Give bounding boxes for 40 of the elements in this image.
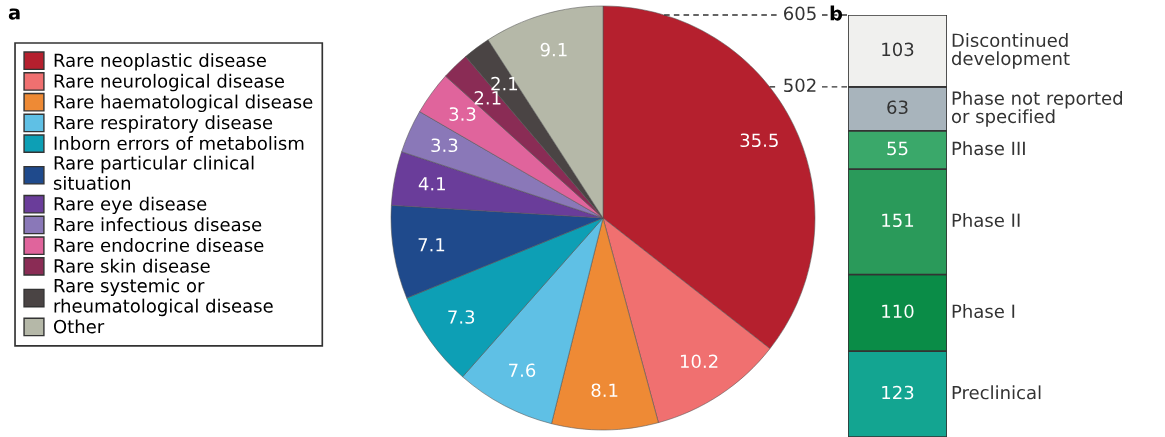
data-label: 7.1 bbox=[418, 238, 445, 252]
ref-line-label: 502 bbox=[784, 78, 816, 93]
legend-label: Rare eye disease bbox=[54, 196, 207, 215]
legend-label: Rare neurological disease bbox=[54, 73, 284, 92]
legend-label: Rare respiratory disease bbox=[54, 115, 273, 133]
legend-label: Rare infectious disease bbox=[54, 217, 262, 232]
ref-line-label: 605 bbox=[784, 6, 816, 21]
data-label: 9.1 bbox=[540, 42, 567, 57]
data-label: 8.1 bbox=[591, 383, 618, 398]
data-label: 55 bbox=[887, 141, 908, 156]
data-label: 2.1 bbox=[474, 91, 501, 105]
series-label: Phase I bbox=[952, 304, 1015, 319]
legend-label: Other bbox=[53, 319, 105, 334]
data-label: 35.5 bbox=[740, 133, 778, 148]
data-label: 7.3 bbox=[448, 310, 475, 324]
data-label: 3.3 bbox=[431, 138, 458, 153]
data-label: 151 bbox=[882, 213, 914, 228]
data-label: 3.3 bbox=[449, 107, 476, 121]
legend-label: Rare endocrine disease bbox=[54, 238, 264, 253]
legend-label: Rare systemic or rheumatological disease bbox=[54, 278, 273, 317]
data-label: 110 bbox=[882, 304, 914, 319]
data-label: 123 bbox=[882, 385, 914, 400]
series-label: Discontinued development bbox=[951, 33, 1070, 69]
data-label: 4.1 bbox=[418, 177, 445, 191]
data-label: 10.2 bbox=[680, 354, 718, 369]
data-label: 103 bbox=[882, 42, 914, 57]
chart-title: a bbox=[8, 8, 20, 20]
legend-label: Rare particular clinical situation bbox=[53, 155, 254, 190]
data-label: 63 bbox=[887, 100, 908, 115]
data-label: 7.6 bbox=[509, 363, 536, 378]
legend-label: Rare neoplastic disease bbox=[54, 53, 266, 71]
legend-label: Rare haematological disease bbox=[54, 94, 313, 113]
series-label: Preclinical bbox=[952, 385, 1041, 400]
data-label: 2.1 bbox=[491, 76, 518, 91]
legend-label: Rare skin disease bbox=[54, 258, 210, 273]
series-label: Phase not reported or specified bbox=[951, 91, 1122, 127]
chart-title: b bbox=[830, 5, 843, 21]
series-label: Phase II bbox=[952, 213, 1020, 228]
legend-label: Inborn errors of metabolism bbox=[54, 136, 304, 151]
series-label: Phase III bbox=[952, 141, 1025, 156]
